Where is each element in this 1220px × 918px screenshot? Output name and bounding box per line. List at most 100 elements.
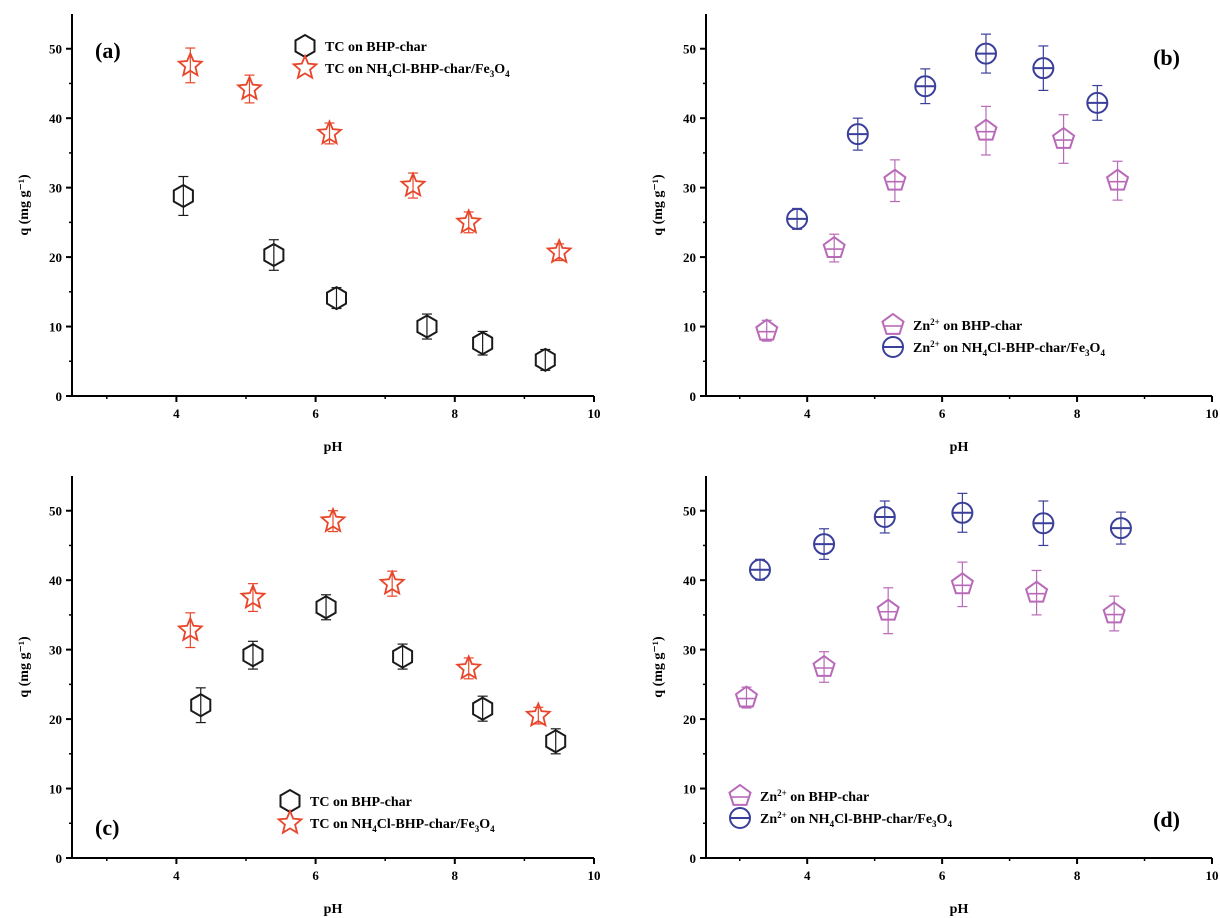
data-point	[876, 598, 900, 621]
y-axis-label: q (mg g⁻¹)	[651, 174, 666, 236]
data-point	[242, 643, 264, 668]
series-hexagon	[190, 594, 567, 755]
data-point	[734, 685, 759, 708]
y-tick-label: 50	[49, 42, 62, 57]
data-point	[172, 183, 194, 209]
y-tick-label: 0	[690, 389, 697, 404]
y-tick-label: 40	[683, 111, 696, 126]
x-tick-label: 6	[312, 868, 319, 883]
data-point	[176, 51, 204, 78]
data-point	[315, 119, 344, 146]
legend-marker	[276, 808, 304, 835]
y-axis-label: q (mg g⁻¹)	[17, 174, 32, 236]
legend-label: Zn2+ on BHP-char	[913, 317, 1022, 334]
data-point	[239, 583, 267, 610]
panel-b: 0 10 20 30 40 50 4 6 8 10 pH q (mg g⁻¹) (b) Zn2+ on B…	[651, 14, 1219, 455]
y-tick-label: 10	[49, 320, 62, 335]
legend: Zn2+ on BHP-char Zn2+ on NH4Cl-BHP-char/F…	[728, 783, 952, 829]
y-tick-label: 50	[49, 504, 62, 519]
y-tick-label: 20	[683, 712, 696, 727]
data-point	[974, 118, 998, 141]
series-hexagon	[172, 175, 556, 373]
x-tick-label: 10	[1206, 868, 1219, 883]
panel-letter: (d)	[1153, 807, 1180, 832]
data-point	[1051, 126, 1076, 149]
y-tick-label: 20	[683, 250, 696, 265]
legend-marker	[291, 53, 319, 80]
x-tick-label: 6	[939, 406, 946, 421]
data-point	[176, 615, 204, 642]
x-axis-label: pH	[324, 902, 343, 917]
legend-label: Zn2+ on NH4Cl-BHP-char/Fe3O4	[913, 339, 1105, 358]
panel-letter: (c)	[95, 815, 119, 840]
data-point	[326, 285, 347, 311]
x-tick-label: 4	[804, 868, 811, 883]
x-tick-label: 4	[173, 406, 180, 421]
legend: Zn2+ on BHP-char Zn2+ on NH4Cl-BHP-char/F…	[881, 312, 1105, 358]
data-point	[534, 347, 556, 373]
data-point	[416, 314, 438, 339]
series-star	[176, 506, 552, 728]
data-point	[1102, 601, 1126, 624]
y-tick-label: 10	[683, 320, 696, 335]
y-tick-label: 40	[49, 111, 62, 126]
y-tick-label: 50	[683, 504, 696, 519]
data-point	[545, 237, 573, 264]
data-point	[1024, 580, 1049, 603]
data-point	[392, 644, 414, 669]
data-point	[455, 654, 483, 681]
y-tick-label: 30	[49, 181, 62, 196]
x-tick-label: 10	[588, 406, 601, 421]
y-tick-label: 30	[683, 643, 696, 658]
x-tick-label: 4	[804, 406, 811, 421]
x-tick-label: 10	[1206, 406, 1219, 421]
y-tick-label: 10	[49, 782, 62, 797]
data-point	[472, 696, 494, 721]
x-axis-label: pH	[950, 902, 969, 917]
data-point	[822, 235, 846, 258]
legend-marker	[728, 783, 752, 806]
data-point	[812, 654, 836, 677]
panel-a: 0 10 20 30 40 50 4 6 8 10 pH q (mg g⁻¹) (a) TC on BHP…	[17, 14, 601, 455]
data-point	[263, 242, 285, 268]
x-tick-label: 8	[1074, 868, 1081, 883]
legend: TC on BHP-char TC on NH4Cl-BHP-char/Fe3O4	[291, 33, 510, 80]
x-tick-label: 6	[312, 406, 319, 421]
panel-letter: (a)	[95, 38, 121, 63]
y-tick-label: 0	[56, 851, 63, 866]
legend-label: Zn2+ on BHP-char	[760, 788, 869, 805]
legend-marker	[881, 312, 905, 335]
data-point	[883, 168, 907, 191]
y-tick-label: 0	[56, 389, 63, 404]
panel-c: 0 10 20 30 40 50 4 6 8 10 pH q (mg g⁻¹) (c) TC on BHP…	[17, 476, 601, 917]
x-tick-label: 10	[588, 868, 601, 883]
y-tick-label: 0	[690, 851, 697, 866]
series-pentagon	[755, 105, 1130, 342]
data-point	[950, 572, 974, 595]
y-tick-label: 30	[49, 643, 62, 658]
y-tick-label: 20	[49, 712, 62, 727]
y-tick-label: 40	[49, 573, 62, 588]
legend-label: TC on BHP-char	[325, 40, 427, 55]
data-point	[315, 595, 337, 620]
x-tick-label: 8	[452, 868, 459, 883]
legend: TC on BHP-char TC on NH4Cl-BHP-char/Fe3O4	[276, 788, 495, 835]
y-axis-label: q (mg g⁻¹)	[651, 636, 666, 698]
x-tick-label: 8	[1074, 406, 1081, 421]
data-point	[319, 506, 347, 533]
legend-label: TC on NH4Cl-BHP-char/Fe3O4	[310, 817, 495, 834]
x-tick-label: 8	[452, 406, 459, 421]
y-axis-label: q (mg g⁻¹)	[17, 636, 32, 698]
data-point	[755, 318, 779, 341]
data-point	[235, 74, 264, 101]
legend-label: TC on NH4Cl-BHP-char/Fe3O4	[325, 62, 510, 79]
x-axis-label: pH	[950, 440, 969, 455]
y-tick-label: 30	[683, 181, 696, 196]
data-point	[472, 331, 494, 356]
series-circle	[748, 492, 1132, 581]
data-point	[190, 693, 212, 718]
y-tick-label: 20	[49, 250, 62, 265]
legend-label: TC on BHP-char	[310, 795, 412, 810]
x-tick-label: 4	[173, 868, 180, 883]
